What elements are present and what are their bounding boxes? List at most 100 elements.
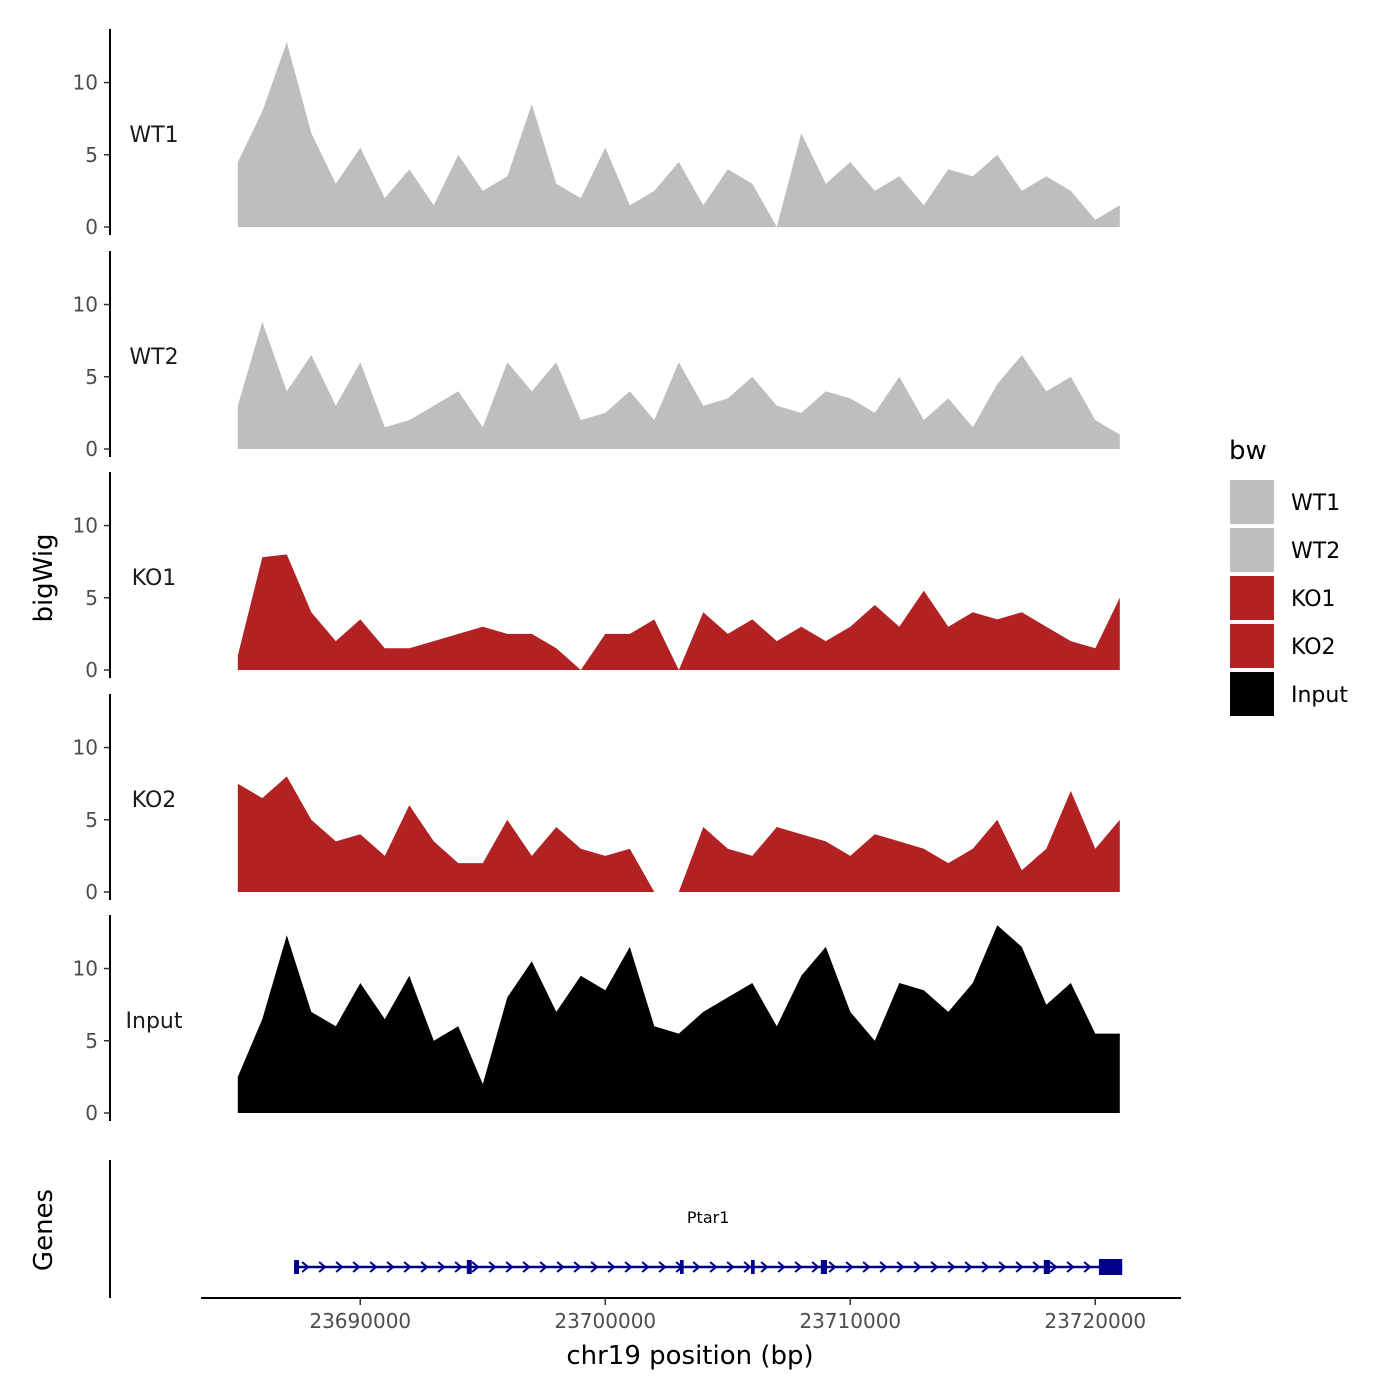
y-tick-label: 5: [85, 365, 98, 389]
strand-arrow: [828, 1261, 837, 1273]
y-tick-label: 0: [85, 1101, 98, 1125]
strand-arrow: [1083, 1261, 1092, 1273]
signal-panels: 0 5 10 WT1 0 5 10 WT2 0 5 10 KO1 0 5 10 KO2 0 5 10 Input: [73, 29, 1120, 1125]
legend-key-ko2: [1230, 624, 1274, 668]
legend: bw WT1 WT2 KO1 KO2 Input: [1229, 436, 1348, 716]
strand-arrow: [318, 1261, 327, 1273]
legend-label-ko2: KO2: [1291, 635, 1336, 660]
gene-exon: [466, 1260, 472, 1274]
strand-arrow: [879, 1261, 888, 1273]
signal-area-ko1: [237, 554, 1120, 670]
y-tick-label: 5: [85, 808, 98, 832]
strand-arrow: [913, 1261, 922, 1273]
track-label-ko2: KO2: [132, 788, 177, 813]
x-tick-label: 23700000: [554, 1309, 656, 1333]
y-tick-label: 0: [85, 658, 98, 682]
track-label-ko1: KO1: [132, 566, 177, 591]
legend-key-wt1: [1230, 480, 1274, 524]
strand-arrow: [522, 1261, 531, 1273]
strand-arrow: [862, 1261, 871, 1273]
strand-arrow: [471, 1261, 480, 1273]
y-tick-label: 0: [85, 880, 98, 904]
strand-arrow: [539, 1261, 548, 1273]
strand-arrow: [726, 1261, 735, 1273]
signal-area-ko2: [237, 776, 1120, 892]
y-tick-label: 10: [73, 957, 98, 981]
strand-arrow: [811, 1261, 820, 1273]
x-tick-label: 23710000: [799, 1309, 901, 1333]
strand-arrow: [1032, 1261, 1041, 1273]
track-label-input: Input: [126, 1009, 183, 1034]
gene-panel: Ptar1: [109, 1160, 1123, 1298]
strand-arrow: [658, 1261, 667, 1273]
track-wt1: 0 5 10 WT1: [73, 29, 1120, 239]
strand-arrow: [692, 1261, 701, 1273]
strand-arrow: [505, 1261, 514, 1273]
legend-label-input: Input: [1291, 683, 1348, 708]
strand-arrow: [998, 1261, 1007, 1273]
strand-arrow: [930, 1261, 939, 1273]
strand-arrow: [556, 1261, 565, 1273]
y-tick-label: 5: [85, 1029, 98, 1053]
gene-exon: [294, 1260, 299, 1274]
track-label-wt2: WT2: [129, 345, 178, 370]
y-tick-label: 0: [85, 437, 98, 461]
signal-area-input: [237, 925, 1120, 1113]
strand-arrow: [760, 1261, 769, 1273]
track-ko2: 0 5 10 KO2: [73, 694, 1120, 904]
strand-arrow: [1049, 1261, 1058, 1273]
y-tick-label: 10: [73, 736, 98, 760]
strand-arrow: [981, 1261, 990, 1273]
strand-arrow: [403, 1261, 412, 1273]
strand-arrow: [352, 1261, 361, 1273]
strand-arrow: [947, 1261, 956, 1273]
y-tick-label: 5: [85, 143, 98, 167]
strand-arrow: [1015, 1261, 1024, 1273]
gene-exon: [679, 1260, 684, 1274]
legend-label-wt1: WT1: [1291, 491, 1340, 516]
legend-title: bw: [1229, 436, 1267, 466]
track-ko1: 0 5 10 KO1: [73, 472, 1120, 682]
strand-arrow: [454, 1261, 463, 1273]
strand-arrow: [641, 1261, 650, 1273]
strand-arrow: [777, 1261, 786, 1273]
track-wt2: 0 5 10 WT2: [73, 251, 1120, 461]
track-input: 0 5 10 Input: [73, 915, 1120, 1125]
legend-label-ko1: KO1: [1291, 587, 1336, 612]
y-tick-label: 10: [73, 293, 98, 317]
strand-arrow: [590, 1261, 599, 1273]
track-label-wt1: WT1: [129, 123, 178, 148]
strand-arrow: [743, 1261, 752, 1273]
y-tick-label: 10: [73, 514, 98, 538]
strand-arrow: [709, 1261, 718, 1273]
genes-axis-title: Genes: [29, 1189, 59, 1271]
legend-key-input: [1230, 672, 1274, 716]
gene-label: Ptar1: [687, 1208, 729, 1227]
strand-arrow: [624, 1261, 633, 1273]
x-tick-label: 23690000: [309, 1309, 411, 1333]
strand-arrow: [369, 1261, 378, 1273]
y-axis-title: bigWig: [29, 533, 59, 622]
strand-arrow: [437, 1261, 446, 1273]
strand-arrow: [794, 1261, 803, 1273]
x-axis-title: chr19 position (bp): [566, 1341, 813, 1371]
legend-key-ko1: [1230, 576, 1274, 620]
legend-key-wt2: [1230, 528, 1274, 572]
y-tick-label: 10: [73, 71, 98, 95]
strand-arrow: [1066, 1261, 1075, 1273]
gene-exon: [751, 1260, 755, 1274]
strand-arrow: [573, 1261, 582, 1273]
x-axis: 23690000 23700000 23710000 23720000: [201, 1297, 1181, 1333]
signal-area-wt2: [237, 321, 1120, 449]
y-tick-label: 5: [85, 586, 98, 610]
strand-arrow: [845, 1261, 854, 1273]
y-tick-label: 0: [85, 215, 98, 239]
gene-exon: [1098, 1259, 1123, 1275]
gene-exon: [820, 1260, 827, 1274]
signal-area-wt1: [237, 42, 1120, 227]
strand-arrow: [607, 1261, 616, 1273]
strand-arrow: [964, 1261, 973, 1273]
strand-arrow: [488, 1261, 497, 1273]
gene-exon: [1043, 1260, 1050, 1274]
